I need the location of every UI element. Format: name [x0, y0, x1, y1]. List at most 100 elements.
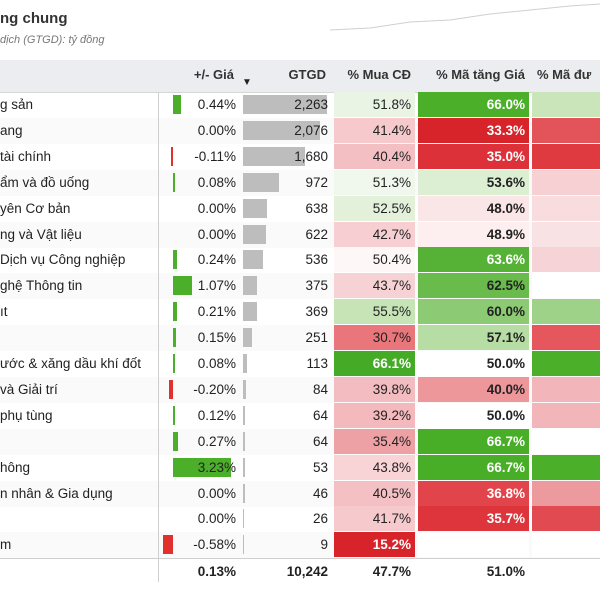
table-footer: 0.13% 10,242 47.7% 51.0% — [0, 558, 600, 585]
table-row[interactable]: ghệ Thông tin 1.07% 375 43.7% 62.5% — [0, 273, 600, 300]
col-header-mua[interactable]: % Mua CĐ — [347, 67, 411, 82]
gtgd-bar — [243, 302, 257, 322]
col-header-duoi[interactable]: % Mã đư — [537, 67, 592, 82]
price-change-value: -0.58% — [193, 537, 236, 553]
gtgd-value: 638 — [305, 200, 328, 216]
gtgd-value: 2,263 — [294, 97, 328, 112]
rising-percent-cell: 62.5% — [418, 273, 529, 299]
price-change-bar — [173, 95, 181, 114]
table-row[interactable]: và Giải trí -0.20% 84 39.8% 40.0% — [0, 376, 600, 403]
table-row[interactable]: 0.15% 251 30.7% 57.1% — [0, 325, 600, 352]
price-change-bar — [173, 276, 193, 296]
rising-percent-cell: 33.3% — [418, 117, 529, 143]
price-change-value: 0.00% — [197, 122, 236, 138]
price-change-value: 0.00% — [197, 511, 236, 527]
gtgd-value: 375 — [305, 278, 328, 294]
sector-name: m — [0, 537, 12, 553]
table-row[interactable]: hông 3.23% 53 43.8% 66.7% — [0, 454, 600, 481]
gtgd-value: 9 — [320, 537, 328, 553]
gtgd-bar — [243, 224, 267, 244]
table-row[interactable]: Dịch vụ Công nghiệp 0.24% 536 50.4% 63.6% — [0, 247, 600, 273]
gtgd-value: 1,680 — [294, 148, 328, 164]
gtgd-value: 46 — [312, 485, 328, 501]
sector-name: và Giải trí — [0, 381, 58, 397]
above-percent-cell — [532, 221, 600, 247]
sector-name: phụ tùng — [0, 407, 53, 423]
above-percent-cell — [532, 143, 600, 169]
rising-percent-cell: 57.1% — [418, 325, 529, 351]
price-change-value: 0.12% — [197, 407, 236, 423]
gtgd-value: 622 — [305, 226, 328, 242]
price-change-bar — [162, 535, 173, 555]
footer-mua: 47.7% — [372, 564, 411, 579]
price-change-value: 0.27% — [197, 433, 236, 449]
gtgd-bar — [243, 95, 327, 114]
table-row[interactable]: 0.27% 64 35.4% 66.7% — [0, 428, 600, 455]
gtgd-value: 2,076 — [294, 122, 328, 138]
above-percent-cell — [532, 273, 600, 299]
buy-percent-cell: 39.8% — [334, 376, 415, 402]
above-percent-cell — [532, 325, 600, 351]
table-row[interactable]: ıt 0.21% 369 55.5% 60.0% — [0, 299, 600, 325]
rising-percent-cell: 36.8% — [418, 480, 529, 506]
above-percent-cell — [532, 169, 600, 195]
table-row[interactable]: 0.00% 26 41.7% 35.7% — [0, 506, 600, 532]
price-change-value: 0.00% — [197, 226, 236, 242]
rising-percent-cell: 50.0% — [418, 402, 529, 428]
price-change-value: 0.24% — [197, 252, 236, 268]
col-header-gtgd[interactable]: GTGD — [288, 67, 326, 82]
above-percent-cell — [532, 506, 600, 532]
gtgd-bar — [243, 198, 267, 218]
gtgd-value: 251 — [305, 330, 328, 346]
rising-percent-cell: 48.0% — [418, 195, 529, 221]
gtgd-bar — [243, 483, 245, 503]
table-row[interactable]: yên Cơ bản 0.00% 638 52.5% 48.0% — [0, 195, 600, 222]
table-row[interactable]: g sản 0.44% 2,263 51.8% 66.0% — [0, 92, 600, 118]
buy-percent-cell: 40.5% — [334, 480, 415, 506]
gtgd-bar — [243, 405, 246, 425]
sector-name — [0, 506, 158, 531]
footer-price: 0.13% — [197, 564, 236, 579]
gtgd-bar — [243, 120, 321, 140]
sector-name: g sản — [0, 97, 34, 112]
col-header-tang[interactable]: % Mã tăng Giá — [436, 67, 525, 82]
gtgd-bar — [243, 379, 247, 399]
page-title: ng chung — [0, 10, 68, 27]
gtgd-value: 64 — [312, 433, 328, 449]
gtgd-bar — [243, 328, 253, 348]
rising-percent-cell: 66.7% — [418, 454, 529, 480]
sector-name: ang — [0, 122, 23, 138]
sector-name: ıt — [0, 304, 8, 320]
gtgd-value: 53 — [312, 459, 328, 475]
buy-percent-cell: 51.3% — [334, 169, 415, 195]
gtgd-value: 369 — [305, 304, 328, 320]
table-row[interactable]: n nhân & Gia dụng 0.00% 46 40.5% 36.8% — [0, 480, 600, 507]
buy-percent-cell: 55.5% — [334, 299, 415, 325]
gtgd-bar — [243, 535, 244, 555]
table-row[interactable]: tài chính -0.11% 1,680 40.4% 35.0% — [0, 143, 600, 170]
buy-percent-cell: 52.5% — [334, 195, 415, 221]
gtgd-value: 64 — [312, 407, 328, 423]
price-change-value: 0.08% — [197, 174, 236, 190]
table-row[interactable]: ng và Vật liệu 0.00% 622 42.7% 48.9% — [0, 221, 600, 248]
price-change-bar — [173, 172, 175, 192]
buy-percent-cell: 30.7% — [334, 325, 415, 351]
price-change-value: -0.11% — [194, 148, 236, 164]
sort-down-icon[interactable]: ▼ — [242, 77, 252, 88]
above-percent-cell — [532, 247, 600, 273]
table-row[interactable]: phụ tùng 0.12% 64 39.2% 50.0% — [0, 402, 600, 429]
table-row[interactable]: ẩm và đồ uống 0.08% 972 51.3% 53.6% — [0, 169, 600, 196]
rising-percent-cell: 60.0% — [418, 299, 529, 325]
sector-name: yên Cơ bản — [0, 200, 71, 216]
above-percent-cell — [532, 117, 600, 143]
footer-tang: 51.0% — [486, 564, 525, 579]
buy-percent-cell: 50.4% — [334, 247, 415, 273]
rising-percent-cell: 63.6% — [418, 247, 529, 273]
table-row[interactable]: ước & xăng dầu khí đốt 0.08% 113 66.1% 50.0% — [0, 351, 600, 377]
above-percent-cell — [532, 92, 600, 117]
buy-percent-cell: 41.4% — [334, 117, 415, 143]
table-row[interactable]: ang 0.00% 2,076 41.4% 33.3% — [0, 117, 600, 144]
col-header-price[interactable]: +/- Giá — [193, 67, 234, 82]
above-percent-cell — [532, 480, 600, 506]
table-row[interactable]: m -0.58% 9 15.2% — [0, 532, 600, 559]
